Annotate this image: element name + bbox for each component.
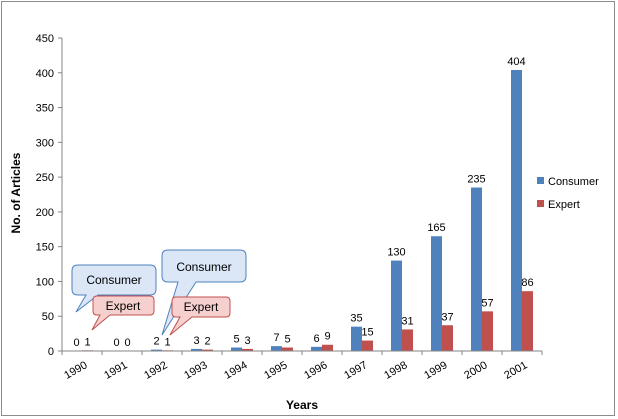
callout-consumer-1 bbox=[71, 264, 157, 313]
data-label-expert-1997: 15 bbox=[361, 327, 373, 339]
x-tick-label: 2001 bbox=[502, 359, 529, 382]
x-tick-label: 1998 bbox=[382, 359, 409, 382]
bar-expert-1999 bbox=[442, 325, 453, 351]
bar-expert-1994 bbox=[242, 348, 253, 351]
bar-expert-1996 bbox=[322, 344, 333, 351]
bar-consumer-1997 bbox=[351, 326, 362, 351]
data-label-expert-1998: 31 bbox=[401, 315, 413, 327]
data-label-consumer-1999: 165 bbox=[427, 222, 445, 234]
bar-consumer-1998 bbox=[391, 260, 402, 351]
legend-label-consumer: Consumer bbox=[548, 176, 599, 188]
data-label-expert-1996: 9 bbox=[324, 331, 330, 343]
data-label-consumer-2000: 235 bbox=[467, 174, 485, 186]
x-tick-label: 2000 bbox=[462, 359, 489, 382]
x-axis-ticks: 1990 1991 1992 1993 1994 1995 1996 1997 1998 1999… bbox=[61, 351, 543, 382]
bar-expert-1993 bbox=[202, 349, 213, 351]
bar-consumer-1993 bbox=[191, 348, 202, 351]
legend-label-expert: Expert bbox=[548, 199, 580, 211]
y-tick-label: 0 bbox=[48, 346, 54, 358]
legend-swatch-expert bbox=[537, 200, 544, 207]
bar-expert-2001 bbox=[522, 291, 533, 351]
data-label-expert-1995: 5 bbox=[284, 334, 290, 346]
x-tick-label: 1992 bbox=[142, 359, 169, 382]
bar-expert-2000 bbox=[482, 311, 493, 351]
y-tick-label: 50 bbox=[42, 311, 54, 323]
legend: Consumer Expert bbox=[537, 176, 599, 211]
x-axis-title: Years bbox=[286, 398, 318, 412]
data-label-expert-1992: 1 bbox=[164, 336, 170, 348]
bar-consumer-1996 bbox=[311, 346, 322, 351]
bar-consumer-2001 bbox=[511, 69, 522, 352]
bar-consumer-1992 bbox=[151, 349, 162, 351]
callout-consumer-2-text: Consumer bbox=[176, 260, 231, 274]
data-label-expert-1990: 1 bbox=[84, 336, 90, 348]
data-label-consumer-1994: 5 bbox=[233, 334, 239, 346]
bars bbox=[82, 69, 533, 352]
x-tick-label: 1994 bbox=[222, 359, 249, 382]
y-tick-label: 450 bbox=[36, 33, 54, 45]
x-tick-label: 1996 bbox=[302, 359, 329, 382]
data-label-consumer-1997: 35 bbox=[350, 313, 362, 325]
bar-consumer-1999 bbox=[431, 236, 442, 351]
data-label-consumer-2001: 404 bbox=[507, 56, 525, 68]
bar-expert-1998 bbox=[402, 329, 413, 351]
x-tick-label: 1991 bbox=[102, 359, 129, 382]
data-label-expert-2000: 57 bbox=[481, 297, 493, 309]
data-label-consumer-1996: 6 bbox=[313, 333, 319, 345]
y-tick-label: 100 bbox=[36, 276, 54, 288]
y-tick-label: 300 bbox=[36, 137, 54, 149]
data-label-expert-1991: 0 bbox=[124, 337, 130, 349]
callout-expert-1 bbox=[91, 295, 155, 331]
callout-expert-1-text: Expert bbox=[106, 299, 141, 313]
bar-expert-1995 bbox=[282, 347, 293, 351]
x-tick-label: 1993 bbox=[182, 359, 209, 382]
x-tick-label: 1997 bbox=[342, 359, 369, 382]
data-label-consumer-1998: 130 bbox=[387, 247, 405, 259]
y-tick-label: 200 bbox=[36, 207, 54, 219]
x-tick-label: 1990 bbox=[62, 359, 89, 382]
data-label-expert-1993: 2 bbox=[204, 336, 210, 348]
data-label-consumer-1993: 3 bbox=[193, 335, 199, 347]
bar-consumer-2000 bbox=[471, 187, 482, 351]
y-tick-label: 350 bbox=[36, 103, 54, 115]
x-tick-label: 1999 bbox=[422, 359, 449, 382]
y-tick-label: 400 bbox=[36, 68, 54, 80]
x-tick-label: 1995 bbox=[262, 359, 289, 382]
legend-swatch-consumer bbox=[537, 177, 544, 184]
callouts: Consumer Expert Consumer Expert bbox=[71, 249, 247, 336]
data-label-consumer-1991: 0 bbox=[113, 337, 119, 349]
data-label-expert-1994: 3 bbox=[244, 335, 250, 347]
data-label-consumer-1992: 2 bbox=[153, 336, 159, 348]
y-axis-ticks: 0 50 100 150 200 250 300 350 400 450 bbox=[36, 33, 62, 358]
bar-consumer-1994 bbox=[231, 347, 242, 351]
y-tick-label: 250 bbox=[36, 172, 54, 184]
data-label-consumer-1990: 0 bbox=[73, 337, 79, 349]
callout-expert-2 bbox=[169, 296, 231, 336]
callout-consumer-1-text: Consumer bbox=[86, 273, 141, 287]
data-label-expert-2001: 86 bbox=[521, 277, 533, 289]
data-label-consumer-1995: 7 bbox=[273, 332, 279, 344]
bar-consumer-1995 bbox=[271, 346, 282, 351]
callout-expert-2-text: Expert bbox=[184, 300, 219, 314]
y-axis-title: No. of Articles bbox=[9, 152, 23, 233]
y-tick-label: 150 bbox=[36, 242, 54, 254]
bar-expert-1997 bbox=[362, 340, 373, 351]
data-label-expert-1999: 37 bbox=[441, 311, 453, 323]
